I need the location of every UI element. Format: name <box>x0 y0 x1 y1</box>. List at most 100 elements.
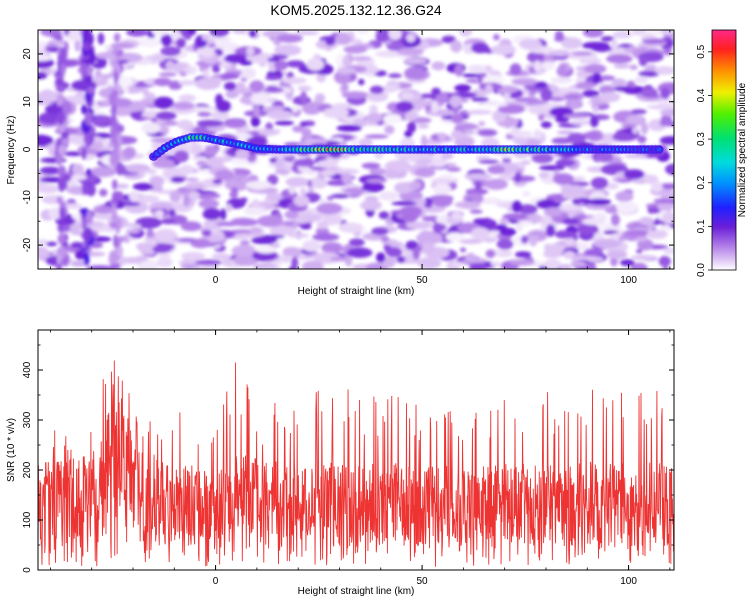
noise-blob <box>264 87 284 93</box>
noise-blob <box>555 159 576 167</box>
noise-blob <box>215 100 232 113</box>
noise-blob <box>412 247 421 260</box>
noise-blob <box>191 155 207 161</box>
noise-blob <box>293 195 310 207</box>
noise-blob <box>312 233 340 242</box>
noise-blob <box>450 130 464 139</box>
noise-stripe <box>85 168 92 176</box>
noise-blob <box>290 105 299 113</box>
noise-blob <box>195 259 222 266</box>
noise-stripe <box>114 263 121 269</box>
noise-blob <box>212 64 221 73</box>
noise-blob <box>341 91 369 99</box>
noise-blob <box>487 165 505 175</box>
noise-blob <box>358 138 373 147</box>
noise-blob <box>636 235 648 242</box>
noise-blob <box>138 170 146 178</box>
noise-blob <box>388 30 402 40</box>
noise-blob <box>395 101 414 113</box>
noise-stripe <box>56 261 63 269</box>
noise-blob <box>210 76 223 84</box>
noise-blob <box>274 44 302 56</box>
noise-stripe <box>56 84 66 93</box>
noise-stripe <box>55 152 63 166</box>
spectrogram-x-ticks: 0 50 100 <box>49 30 671 286</box>
x-tick-label: 100 <box>620 275 637 286</box>
noise-blob <box>369 104 378 116</box>
noise-blob <box>470 227 490 241</box>
noise-stripe <box>81 217 87 231</box>
noise-stripe <box>86 86 95 94</box>
noise-blob <box>63 203 83 209</box>
noise-blob <box>74 250 86 260</box>
noise-blob <box>135 217 162 229</box>
noise-blob <box>127 100 148 112</box>
noise-blob <box>450 114 464 123</box>
noise-stripe <box>58 180 64 190</box>
noise-blob <box>122 201 141 207</box>
noise-blob <box>646 104 674 110</box>
noise-blob <box>534 81 548 89</box>
noise-blob <box>132 182 154 191</box>
spectrogram-noise <box>38 30 674 269</box>
noise-blob <box>125 163 151 173</box>
noise-blob <box>431 87 441 96</box>
noise-stripe <box>60 62 65 76</box>
noise-blob <box>123 146 136 159</box>
noise-stripe <box>83 251 90 266</box>
noise-stripe <box>113 32 121 43</box>
noise-blob <box>383 113 403 124</box>
noise-blob <box>338 222 364 233</box>
noise-blob <box>435 91 449 104</box>
x-tick-label: 50 <box>417 576 429 587</box>
noise-blob <box>540 88 553 102</box>
noise-blob <box>554 230 572 239</box>
noise-blob <box>563 113 591 119</box>
noise-stripe <box>111 213 118 222</box>
colorbar-label: Normalized spectral amplitude <box>737 82 748 217</box>
noise-stripe <box>57 233 66 245</box>
noise-blob <box>493 34 500 41</box>
noise-blob <box>187 30 197 36</box>
noise-blob <box>251 236 278 245</box>
noise-blob <box>404 57 427 65</box>
noise-blob <box>647 223 655 229</box>
noise-blob <box>97 32 105 45</box>
noise-blob <box>265 192 282 202</box>
noise-blob <box>420 134 428 148</box>
noise-blob <box>540 121 552 129</box>
noise-blob <box>299 121 308 127</box>
noise-blob <box>198 193 221 199</box>
noise-blob <box>518 221 533 226</box>
noise-blob <box>220 208 227 221</box>
noise-blob <box>330 256 348 262</box>
noise-blob <box>198 198 219 209</box>
noise-blob <box>634 76 649 84</box>
noise-blob <box>653 198 674 204</box>
noise-blob <box>533 129 542 140</box>
noise-blob <box>276 33 303 43</box>
noise-blob <box>583 262 597 269</box>
noise-blob <box>542 46 552 55</box>
noise-stripe <box>81 241 87 249</box>
noise-blob <box>291 256 299 269</box>
noise-blob <box>267 57 280 62</box>
noise-stripe <box>85 132 90 149</box>
noise-blob <box>170 176 185 184</box>
noise-stripe <box>61 224 71 233</box>
noise-blob <box>129 111 143 119</box>
noise-blob <box>180 221 202 232</box>
noise-blob <box>201 230 212 237</box>
noise-blob <box>74 40 81 52</box>
noise-blob <box>286 60 305 68</box>
noise-blob <box>241 67 256 80</box>
noise-blob <box>563 251 576 260</box>
noise-blob <box>454 135 475 148</box>
noise-stripe <box>56 253 62 265</box>
noise-blob <box>306 58 325 71</box>
noise-blob <box>569 119 596 126</box>
noise-blob <box>165 60 175 72</box>
noise-blob <box>639 216 655 226</box>
noise-blob <box>431 100 439 114</box>
noise-blob <box>496 238 514 250</box>
